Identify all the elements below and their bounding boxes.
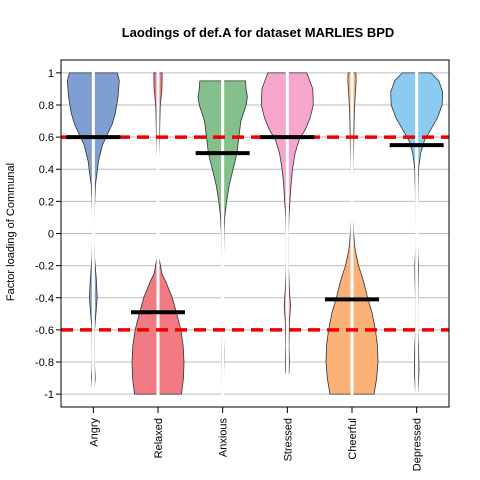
violin-angry xyxy=(66,70,120,390)
chart-title: Laodings of def.A for dataset MARLIES BP… xyxy=(122,25,395,40)
y-tick-label: -1 xyxy=(44,389,54,401)
x-tick-label: Relaxed xyxy=(153,418,165,458)
y-axis-label: Factor loading of Communal xyxy=(5,163,17,301)
violin-cheerful xyxy=(325,70,379,397)
x-tick-label: Angry xyxy=(88,418,100,447)
y-tick-label: -0.6 xyxy=(35,325,54,337)
reference-lines xyxy=(61,135,449,332)
y-tick-label: -0.4 xyxy=(35,293,54,305)
x-axis: Angry Relaxed Anxious Stressed Cheerful Depre… xyxy=(88,407,424,471)
x-tick-label: Depressed xyxy=(412,418,424,471)
y-tick-label: 0.4 xyxy=(39,164,54,176)
mean-bars xyxy=(66,135,444,315)
violin-stressed xyxy=(260,70,314,376)
x-tick-label: Anxious xyxy=(218,418,230,458)
y-tick-label: 0.2 xyxy=(39,196,54,208)
x-tick-label: Stressed xyxy=(282,418,294,461)
violin-anxious xyxy=(197,78,248,397)
y-tick-label: -0.8 xyxy=(35,357,54,369)
y-tick-label: 1 xyxy=(48,68,54,80)
grid-lines xyxy=(61,72,449,395)
y-tick-label: 0 xyxy=(48,229,54,241)
y-tick-label: 0.8 xyxy=(39,100,54,112)
y-tick-label: 0.6 xyxy=(39,132,54,144)
plot-frame xyxy=(60,59,450,408)
violin-depressed xyxy=(390,70,444,393)
y-tick-label: -0.2 xyxy=(35,261,54,273)
x-tick-label: Cheerful xyxy=(347,418,359,460)
y-axis: 1 0.8 0.6 0.4 0.2 0 -0.2 -0.4 -0.6 -0.8 -1 xyxy=(35,68,61,401)
